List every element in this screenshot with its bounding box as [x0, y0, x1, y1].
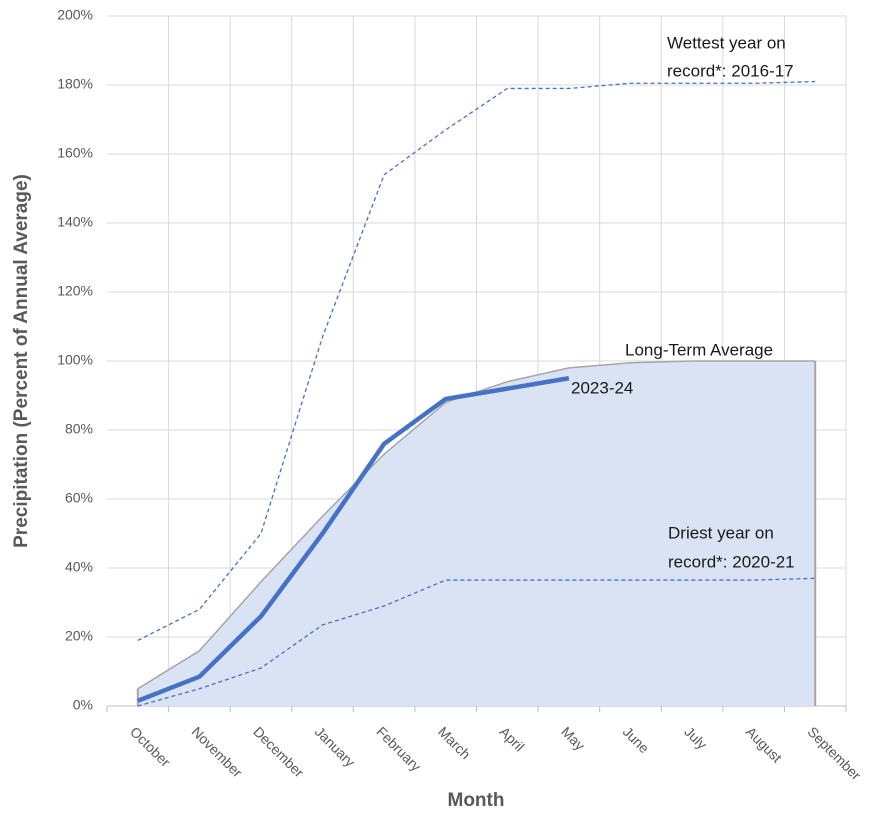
- y-tick-label: 20%: [65, 628, 93, 644]
- area-edge: [136, 361, 817, 706]
- y-tick-label: 140%: [57, 214, 93, 230]
- y-tick-label: 180%: [57, 76, 93, 92]
- series-label: Wettest year on: [667, 33, 786, 52]
- series-label: record*: 2020-21: [668, 552, 795, 571]
- series-label: Driest year on: [668, 523, 774, 542]
- x-tick-label: July: [681, 723, 710, 752]
- x-tick-label: March: [435, 723, 474, 762]
- y-tick-label: 100%: [57, 352, 93, 368]
- y-tick-label: 120%: [57, 283, 93, 299]
- y-tick-label: 0%: [73, 697, 93, 713]
- series-line: [137, 80, 816, 642]
- x-tick-label: January: [312, 723, 359, 770]
- series-line: [136, 376, 570, 703]
- x-tick-label: August: [743, 723, 785, 765]
- x-tick-label: December: [250, 723, 307, 780]
- y-tick-label: 80%: [65, 421, 93, 437]
- area: [137, 361, 816, 706]
- x-tick-label: May: [558, 723, 588, 753]
- x-axis-title: Month: [448, 790, 505, 811]
- y-tick-label: 60%: [65, 490, 93, 506]
- x-tick-label: June: [620, 723, 653, 756]
- y-tick-label: 160%: [57, 145, 93, 161]
- y-tick-label: 40%: [65, 559, 93, 575]
- x-tick-label: September: [804, 723, 864, 783]
- x-tick-label: October: [127, 723, 174, 770]
- y-tick-label: 200%: [57, 7, 93, 23]
- series-label: 2023-24: [571, 378, 633, 397]
- series-label: Long-Term Average: [625, 340, 773, 359]
- x-tick-label: February: [373, 723, 424, 774]
- x-tick-label: April: [497, 723, 528, 754]
- y-axis-title: Precipitation (Percent of Annual Average…: [11, 174, 32, 548]
- series-line: [137, 577, 816, 707]
- series-label: record*: 2016-17: [667, 61, 794, 80]
- x-tick-label: November: [189, 723, 246, 780]
